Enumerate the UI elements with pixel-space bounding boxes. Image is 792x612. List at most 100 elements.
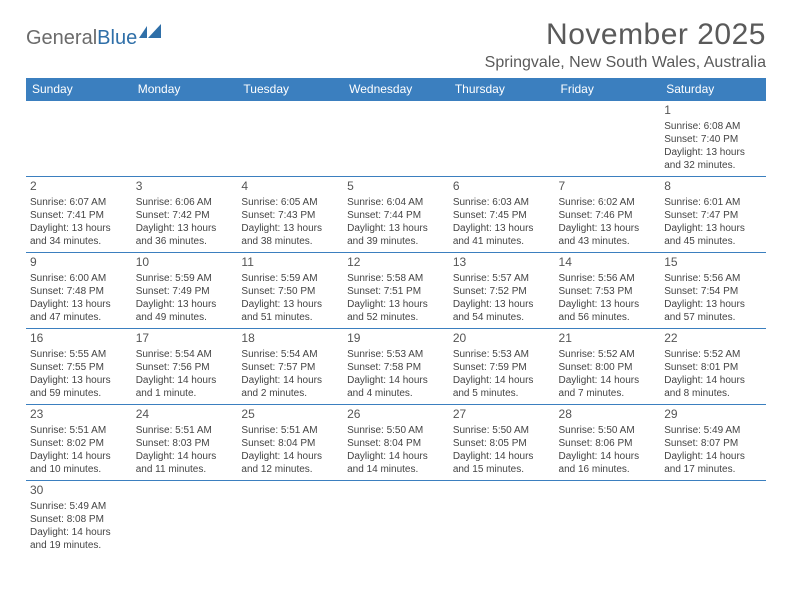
day-cell: 16Sunrise: 5:55 AMSunset: 7:55 PMDayligh… [26, 329, 132, 405]
day-number: 14 [559, 255, 657, 271]
daylight-line: Daylight: 14 hours and 7 minutes. [559, 374, 657, 400]
sunrise-line: Sunrise: 6:03 AM [453, 196, 551, 209]
daylight-line: Daylight: 13 hours and 52 minutes. [347, 298, 445, 324]
day-number: 20 [453, 331, 551, 347]
day-number: 6 [453, 179, 551, 195]
day-cell: 22Sunrise: 5:52 AMSunset: 8:01 PMDayligh… [660, 329, 766, 405]
day-cell: 9Sunrise: 6:00 AMSunset: 7:48 PMDaylight… [26, 253, 132, 329]
day-number: 11 [241, 255, 339, 271]
sunset-line: Sunset: 8:01 PM [664, 361, 762, 374]
sunset-line: Sunset: 7:42 PM [136, 209, 234, 222]
sunrise-line: Sunrise: 6:01 AM [664, 196, 762, 209]
empty-cell [237, 481, 343, 557]
day-cell: 13Sunrise: 5:57 AMSunset: 7:52 PMDayligh… [449, 253, 555, 329]
day-cell: 23Sunrise: 5:51 AMSunset: 8:02 PMDayligh… [26, 405, 132, 481]
day-cell: 24Sunrise: 5:51 AMSunset: 8:03 PMDayligh… [132, 405, 238, 481]
brand-logo: GeneralBlue [26, 24, 165, 52]
daylight-line: Daylight: 13 hours and 51 minutes. [241, 298, 339, 324]
daylight-line: Daylight: 14 hours and 17 minutes. [664, 450, 762, 476]
day-cell: 20Sunrise: 5:53 AMSunset: 7:59 PMDayligh… [449, 329, 555, 405]
sunset-line: Sunset: 7:52 PM [453, 285, 551, 298]
daylight-line: Daylight: 13 hours and 59 minutes. [30, 374, 128, 400]
sunrise-line: Sunrise: 5:56 AM [664, 272, 762, 285]
calendar-row: 30Sunrise: 5:49 AMSunset: 8:08 PMDayligh… [26, 481, 766, 557]
day-number: 15 [664, 255, 762, 271]
sunset-line: Sunset: 8:06 PM [559, 437, 657, 450]
day-number: 28 [559, 407, 657, 423]
empty-cell [343, 481, 449, 557]
day-cell: 17Sunrise: 5:54 AMSunset: 7:56 PMDayligh… [132, 329, 238, 405]
sunset-line: Sunset: 8:00 PM [559, 361, 657, 374]
daylight-line: Daylight: 13 hours and 54 minutes. [453, 298, 551, 324]
day-cell: 5Sunrise: 6:04 AMSunset: 7:44 PMDaylight… [343, 177, 449, 253]
day-cell: 12Sunrise: 5:58 AMSunset: 7:51 PMDayligh… [343, 253, 449, 329]
day-number: 16 [30, 331, 128, 347]
day-number: 13 [453, 255, 551, 271]
brand-part2: Blue [97, 27, 137, 50]
day-cell: 6Sunrise: 6:03 AMSunset: 7:45 PMDaylight… [449, 177, 555, 253]
weekday-header: Monday [132, 78, 238, 101]
day-cell: 29Sunrise: 5:49 AMSunset: 8:07 PMDayligh… [660, 405, 766, 481]
day-number: 26 [347, 407, 445, 423]
daylight-line: Daylight: 13 hours and 39 minutes. [347, 222, 445, 248]
calendar-row: 16Sunrise: 5:55 AMSunset: 7:55 PMDayligh… [26, 329, 766, 405]
calendar-table: SundayMondayTuesdayWednesdayThursdayFrid… [26, 78, 766, 557]
empty-cell [555, 101, 661, 177]
sunset-line: Sunset: 7:58 PM [347, 361, 445, 374]
day-cell: 14Sunrise: 5:56 AMSunset: 7:53 PMDayligh… [555, 253, 661, 329]
day-number: 10 [136, 255, 234, 271]
sunrise-line: Sunrise: 6:00 AM [30, 272, 128, 285]
sunrise-line: Sunrise: 5:54 AM [241, 348, 339, 361]
day-cell: 15Sunrise: 5:56 AMSunset: 7:54 PMDayligh… [660, 253, 766, 329]
day-cell: 2Sunrise: 6:07 AMSunset: 7:41 PMDaylight… [26, 177, 132, 253]
daylight-line: Daylight: 14 hours and 10 minutes. [30, 450, 128, 476]
daylight-line: Daylight: 14 hours and 11 minutes. [136, 450, 234, 476]
sunrise-line: Sunrise: 5:51 AM [30, 424, 128, 437]
day-number: 25 [241, 407, 339, 423]
sunrise-line: Sunrise: 5:54 AM [136, 348, 234, 361]
day-number: 23 [30, 407, 128, 423]
empty-cell [132, 101, 238, 177]
daylight-line: Daylight: 14 hours and 19 minutes. [30, 526, 128, 552]
weekday-header: Wednesday [343, 78, 449, 101]
sunrise-line: Sunrise: 5:53 AM [453, 348, 551, 361]
weekday-header: Thursday [449, 78, 555, 101]
sunset-line: Sunset: 7:46 PM [559, 209, 657, 222]
day-number: 7 [559, 179, 657, 195]
sunrise-line: Sunrise: 5:50 AM [453, 424, 551, 437]
day-number: 12 [347, 255, 445, 271]
day-number: 1 [664, 103, 762, 119]
day-number: 17 [136, 331, 234, 347]
daylight-line: Daylight: 14 hours and 15 minutes. [453, 450, 551, 476]
sunset-line: Sunset: 8:02 PM [30, 437, 128, 450]
day-cell: 11Sunrise: 5:59 AMSunset: 7:50 PMDayligh… [237, 253, 343, 329]
day-number: 22 [664, 331, 762, 347]
sunset-line: Sunset: 7:49 PM [136, 285, 234, 298]
location: Springvale, New South Wales, Australia [485, 54, 766, 72]
weekday-header: Saturday [660, 78, 766, 101]
day-number: 29 [664, 407, 762, 423]
sunset-line: Sunset: 8:04 PM [347, 437, 445, 450]
day-number: 8 [664, 179, 762, 195]
brand-part1: General [26, 27, 97, 50]
day-number: 9 [30, 255, 128, 271]
day-cell: 19Sunrise: 5:53 AMSunset: 7:58 PMDayligh… [343, 329, 449, 405]
daylight-line: Daylight: 13 hours and 45 minutes. [664, 222, 762, 248]
sunset-line: Sunset: 7:40 PM [664, 133, 762, 146]
day-number: 19 [347, 331, 445, 347]
sunrise-line: Sunrise: 5:59 AM [241, 272, 339, 285]
sunrise-line: Sunrise: 5:50 AM [347, 424, 445, 437]
empty-cell [237, 101, 343, 177]
header: GeneralBlue November 2025 Springvale, Ne… [26, 18, 766, 72]
calendar-row: 23Sunrise: 5:51 AMSunset: 8:02 PMDayligh… [26, 405, 766, 481]
sunset-line: Sunset: 7:50 PM [241, 285, 339, 298]
day-cell: 25Sunrise: 5:51 AMSunset: 8:04 PMDayligh… [237, 405, 343, 481]
sunset-line: Sunset: 7:57 PM [241, 361, 339, 374]
sunrise-line: Sunrise: 6:02 AM [559, 196, 657, 209]
daylight-line: Daylight: 13 hours and 43 minutes. [559, 222, 657, 248]
daylight-line: Daylight: 14 hours and 1 minute. [136, 374, 234, 400]
sunset-line: Sunset: 7:59 PM [453, 361, 551, 374]
sunset-line: Sunset: 8:03 PM [136, 437, 234, 450]
weekday-header: Friday [555, 78, 661, 101]
weekday-header: Sunday [26, 78, 132, 101]
